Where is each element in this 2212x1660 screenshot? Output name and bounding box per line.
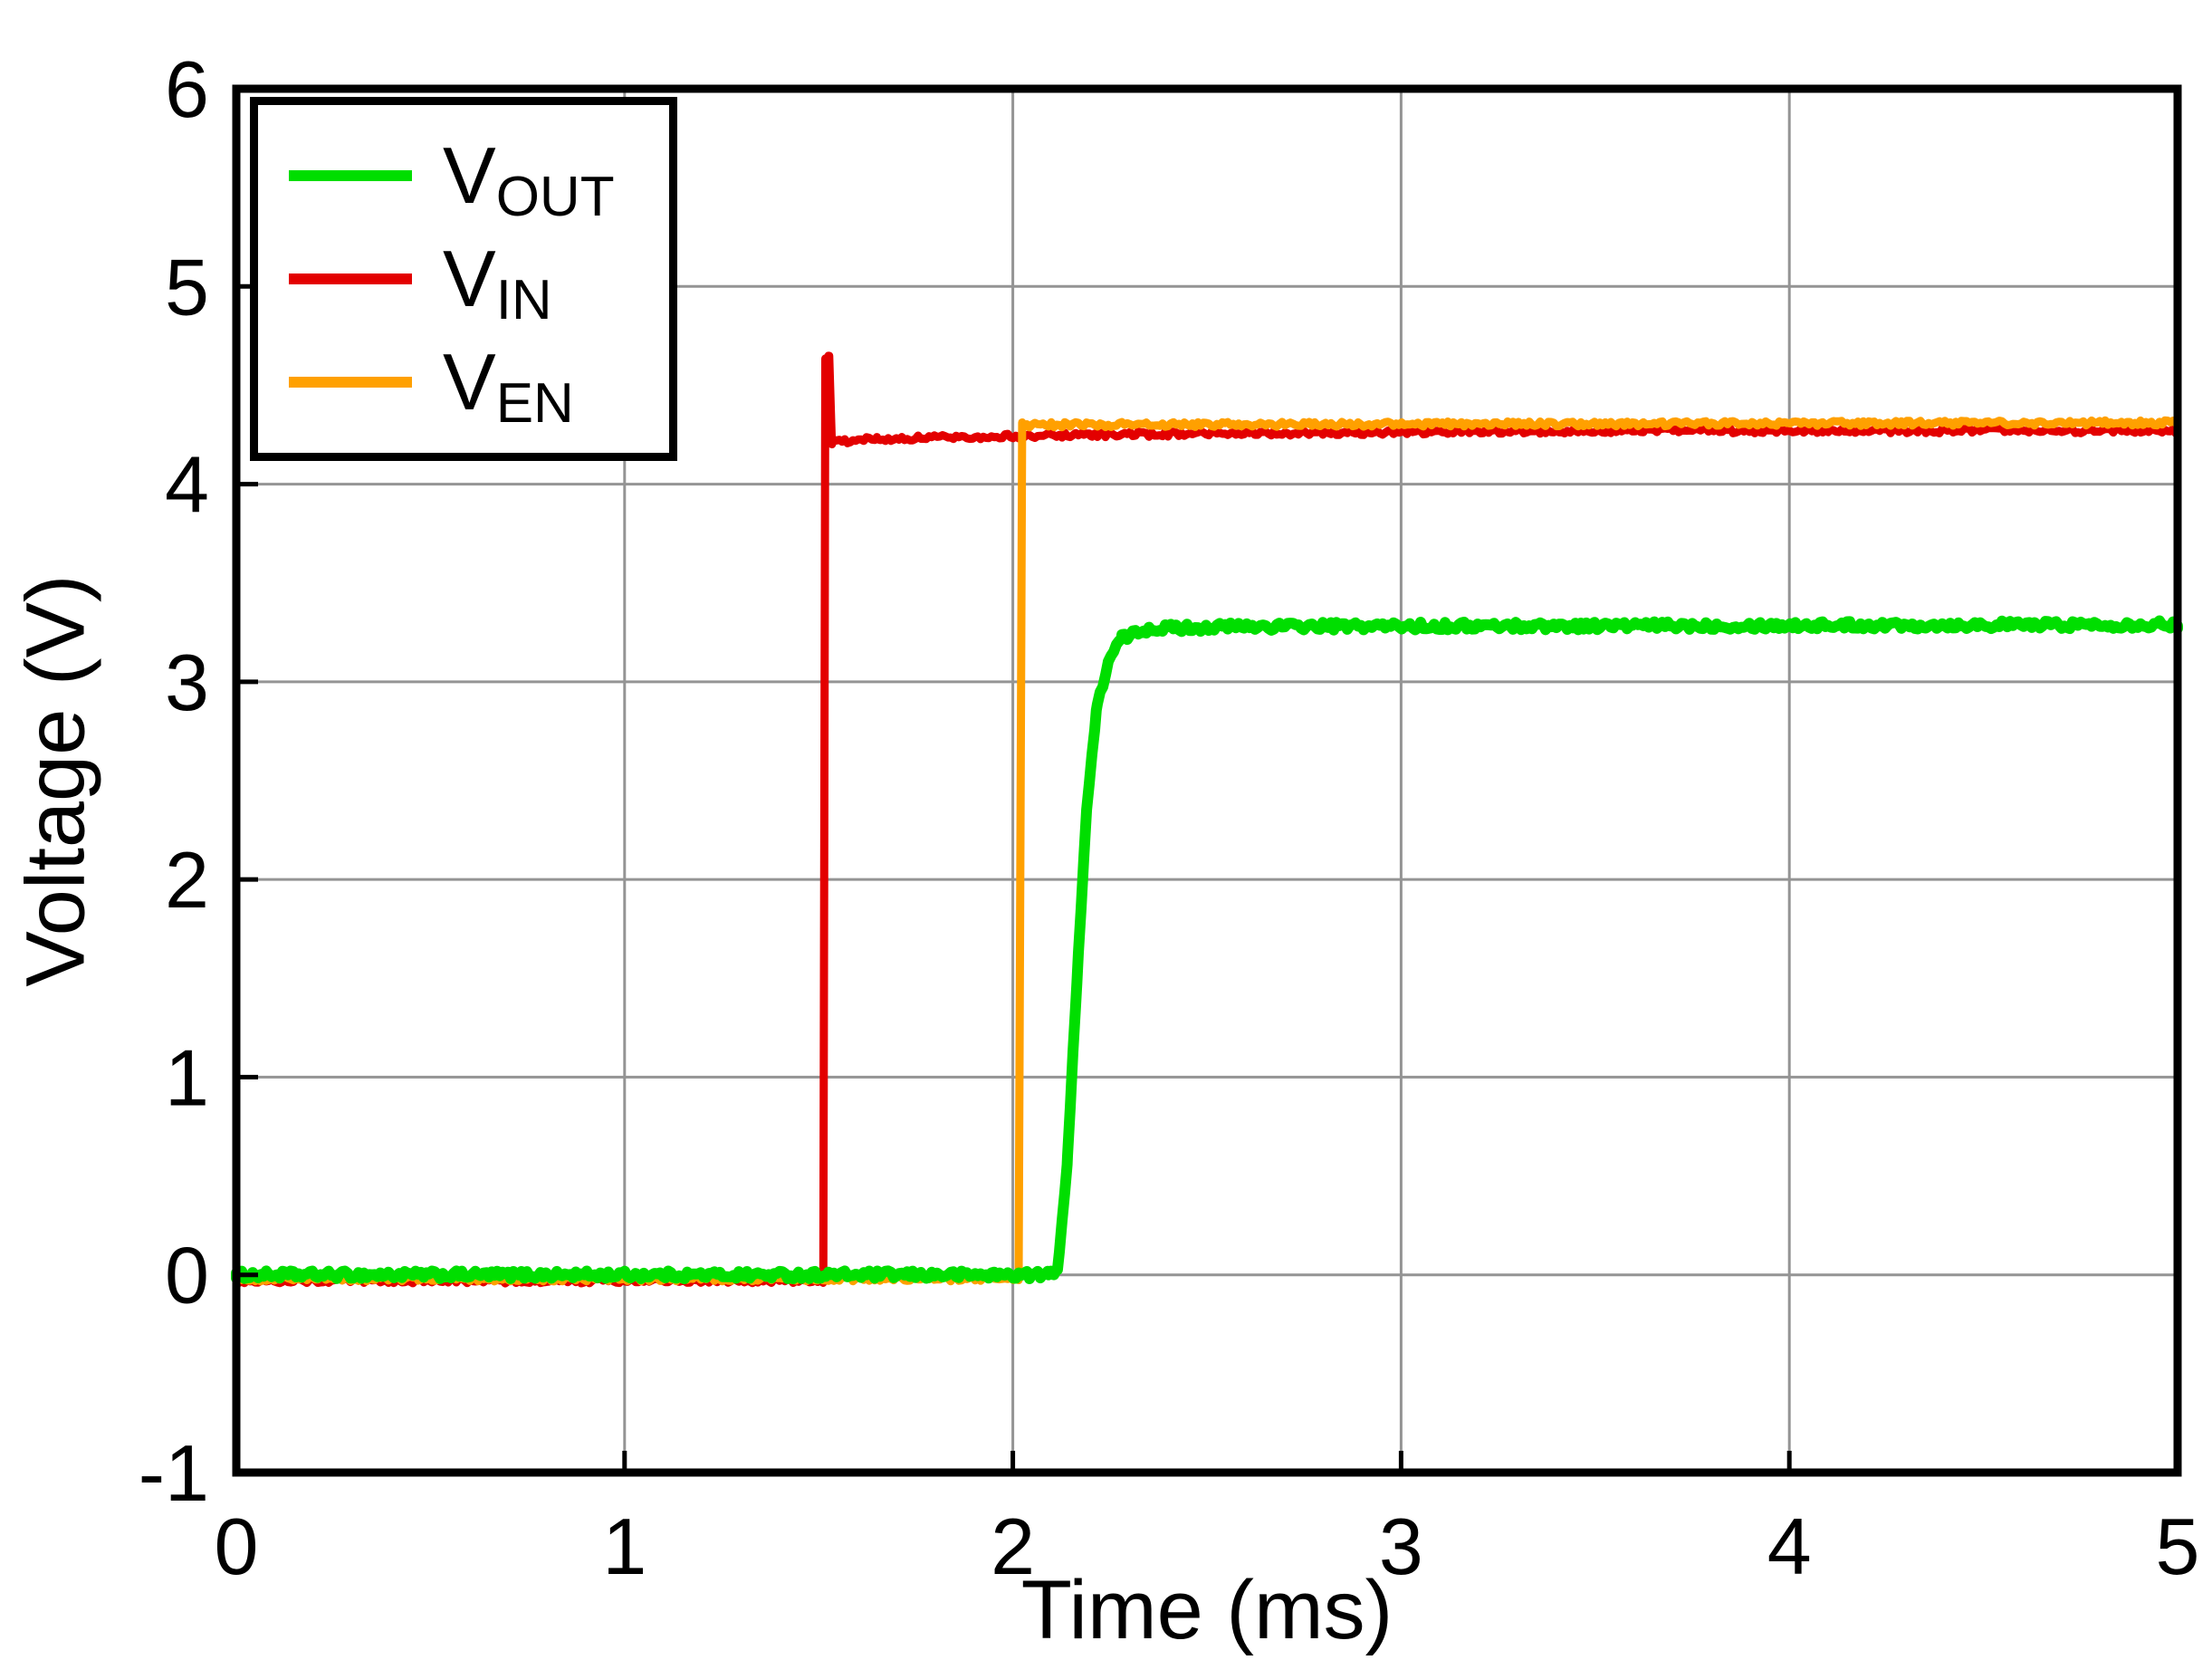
x-axis-title: Time (ms) <box>1020 1564 1393 1656</box>
legend-label-ven: VEN <box>443 342 574 432</box>
x-tick-label: 0 <box>215 1502 259 1591</box>
trace-ven <box>232 416 2182 1286</box>
x-tick-label: 3 <box>1379 1502 1423 1591</box>
legend-item-ven: VEN <box>289 337 615 432</box>
y-axis-title: Voltage (V) <box>9 574 102 987</box>
x-tick-label: 4 <box>1767 1502 1812 1591</box>
legend-swatch-vout <box>289 170 412 181</box>
legend-label-ven-main: V <box>443 337 496 427</box>
legend-label-vin: VIN <box>443 239 552 329</box>
x-tick-label: 5 <box>2156 1502 2200 1591</box>
plot-frame <box>232 84 2182 1477</box>
legend-swatch-ven <box>289 377 412 388</box>
x-tick-label: 1 <box>602 1502 646 1591</box>
legend-item-vin: VIN <box>289 234 615 329</box>
y-tick-label: 0 <box>165 1231 209 1320</box>
y-tick-label: 2 <box>165 835 209 925</box>
legend-label-ven-sub: EN <box>495 372 574 435</box>
y-tick-label: -1 <box>139 1428 209 1518</box>
y-tick-label: 6 <box>165 44 209 134</box>
legend-label-vout-main: V <box>443 130 496 220</box>
trace-vout <box>231 615 2183 1284</box>
legend: VOUT VIN VEN <box>250 97 677 461</box>
legend-label-vin-main: V <box>443 234 496 323</box>
y-tick-label: 1 <box>165 1032 209 1122</box>
legend-item-vout: VOUT <box>289 130 615 225</box>
legend-swatch-vin <box>289 273 412 284</box>
trace-vin <box>232 351 2182 1288</box>
y-tick-label: 5 <box>165 242 209 331</box>
legend-label-vin-sub: IN <box>495 269 552 331</box>
y-tick-label: 3 <box>165 638 209 727</box>
y-tick-label: 4 <box>165 440 209 530</box>
x-tick-label: 2 <box>991 1502 1035 1591</box>
legend-label-vout-sub: OUT <box>495 166 615 228</box>
legend-label-vout: VOUT <box>443 136 615 225</box>
